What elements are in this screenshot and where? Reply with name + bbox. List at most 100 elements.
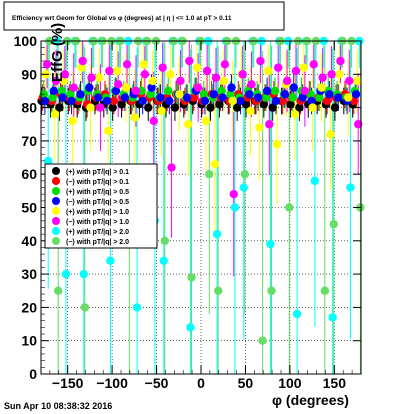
data-point xyxy=(262,86,272,96)
data-point xyxy=(261,93,271,102)
x-tick-label: 0 xyxy=(197,375,205,391)
data-point xyxy=(285,203,294,212)
data-point xyxy=(109,96,119,106)
data-point xyxy=(209,90,218,99)
data-point xyxy=(289,83,298,92)
data-point xyxy=(176,76,185,86)
data-point xyxy=(315,93,324,102)
legend-label: (−) with pT/|q| > 1.0 xyxy=(66,219,129,226)
x-tick-label: −150 xyxy=(52,375,84,391)
data-point xyxy=(199,90,208,99)
data-point xyxy=(266,239,275,249)
data-point xyxy=(53,286,63,295)
data-point xyxy=(352,76,362,86)
data-point xyxy=(220,60,230,69)
data-point xyxy=(211,73,221,82)
data-point xyxy=(108,103,117,112)
data-point xyxy=(346,183,355,192)
legend-marker xyxy=(52,217,60,225)
data-point xyxy=(167,163,176,172)
data-point xyxy=(227,83,236,92)
data-point xyxy=(265,120,274,129)
x-tick-label: −100 xyxy=(96,375,128,391)
y-tick-label: 90 xyxy=(21,66,37,82)
data-point xyxy=(200,96,210,106)
data-point xyxy=(184,120,193,129)
data-point xyxy=(55,103,64,112)
data-point xyxy=(334,93,343,102)
y-tick-label: 50 xyxy=(21,200,37,216)
x-tick-label: 50 xyxy=(238,375,254,391)
data-point xyxy=(147,83,156,92)
data-point xyxy=(165,96,174,106)
data-point xyxy=(117,100,126,109)
data-point xyxy=(218,93,227,102)
data-point xyxy=(264,66,273,76)
data-point xyxy=(271,96,281,106)
data-point xyxy=(112,66,122,76)
data-point xyxy=(322,96,332,106)
data-point xyxy=(259,100,269,109)
legend-label: (−) with pT/|q| > 0.5 xyxy=(66,199,129,206)
data-point xyxy=(85,83,94,92)
data-point xyxy=(130,113,140,122)
data-point xyxy=(94,93,103,102)
data-point xyxy=(230,203,240,212)
data-point xyxy=(300,86,310,96)
data-point xyxy=(42,60,52,69)
data-point xyxy=(59,76,68,86)
data-point xyxy=(327,70,336,79)
data-point xyxy=(76,90,85,99)
data-point xyxy=(278,96,287,106)
data-point xyxy=(268,103,277,112)
data-point xyxy=(317,83,326,92)
legend-marker xyxy=(52,237,60,245)
data-point xyxy=(292,309,302,319)
data-point xyxy=(210,160,220,169)
data-point xyxy=(215,100,224,109)
y-tick-label: 30 xyxy=(21,266,37,282)
data-point xyxy=(48,93,57,102)
legend-label: (−) with pT/|q| > 0.1 xyxy=(66,179,129,186)
data-point xyxy=(310,176,320,186)
data-point xyxy=(187,273,196,282)
data-point xyxy=(202,66,212,76)
data-point xyxy=(120,93,130,102)
data-point xyxy=(295,103,304,112)
data-point xyxy=(121,83,131,92)
data-point xyxy=(170,103,180,112)
data-point xyxy=(240,170,250,179)
data-point xyxy=(67,96,76,106)
y-tick-label: 60 xyxy=(21,166,37,182)
y-tick-label: 100 xyxy=(14,33,38,49)
data-point xyxy=(106,256,115,265)
data-point xyxy=(307,96,316,106)
data-point xyxy=(80,303,90,312)
data-point xyxy=(102,96,112,106)
data-point xyxy=(205,170,214,179)
footer-timestamp: Sun Apr 10 08:38:32 2016 xyxy=(4,401,112,411)
data-point xyxy=(58,93,67,102)
data-point xyxy=(282,76,292,86)
legend-box xyxy=(44,163,158,249)
data-point xyxy=(326,130,335,139)
data-point xyxy=(96,103,105,112)
data-point xyxy=(138,96,147,106)
y-tick-label: 0 xyxy=(29,366,37,382)
data-point xyxy=(50,110,60,119)
data-point xyxy=(272,140,282,149)
data-point xyxy=(60,70,70,79)
x-tick-label: 150 xyxy=(323,375,347,391)
legend-marker xyxy=(52,197,60,205)
data-point xyxy=(345,76,354,86)
data-point xyxy=(79,269,88,279)
legend-label: (+) with pT/|q| > 0.5 xyxy=(66,189,129,196)
data-point xyxy=(186,323,195,332)
data-point xyxy=(175,90,184,99)
data-point xyxy=(149,116,158,126)
data-point xyxy=(308,103,317,112)
y-tick-label: 10 xyxy=(21,333,37,349)
data-point xyxy=(226,90,235,99)
data-point xyxy=(247,80,256,89)
